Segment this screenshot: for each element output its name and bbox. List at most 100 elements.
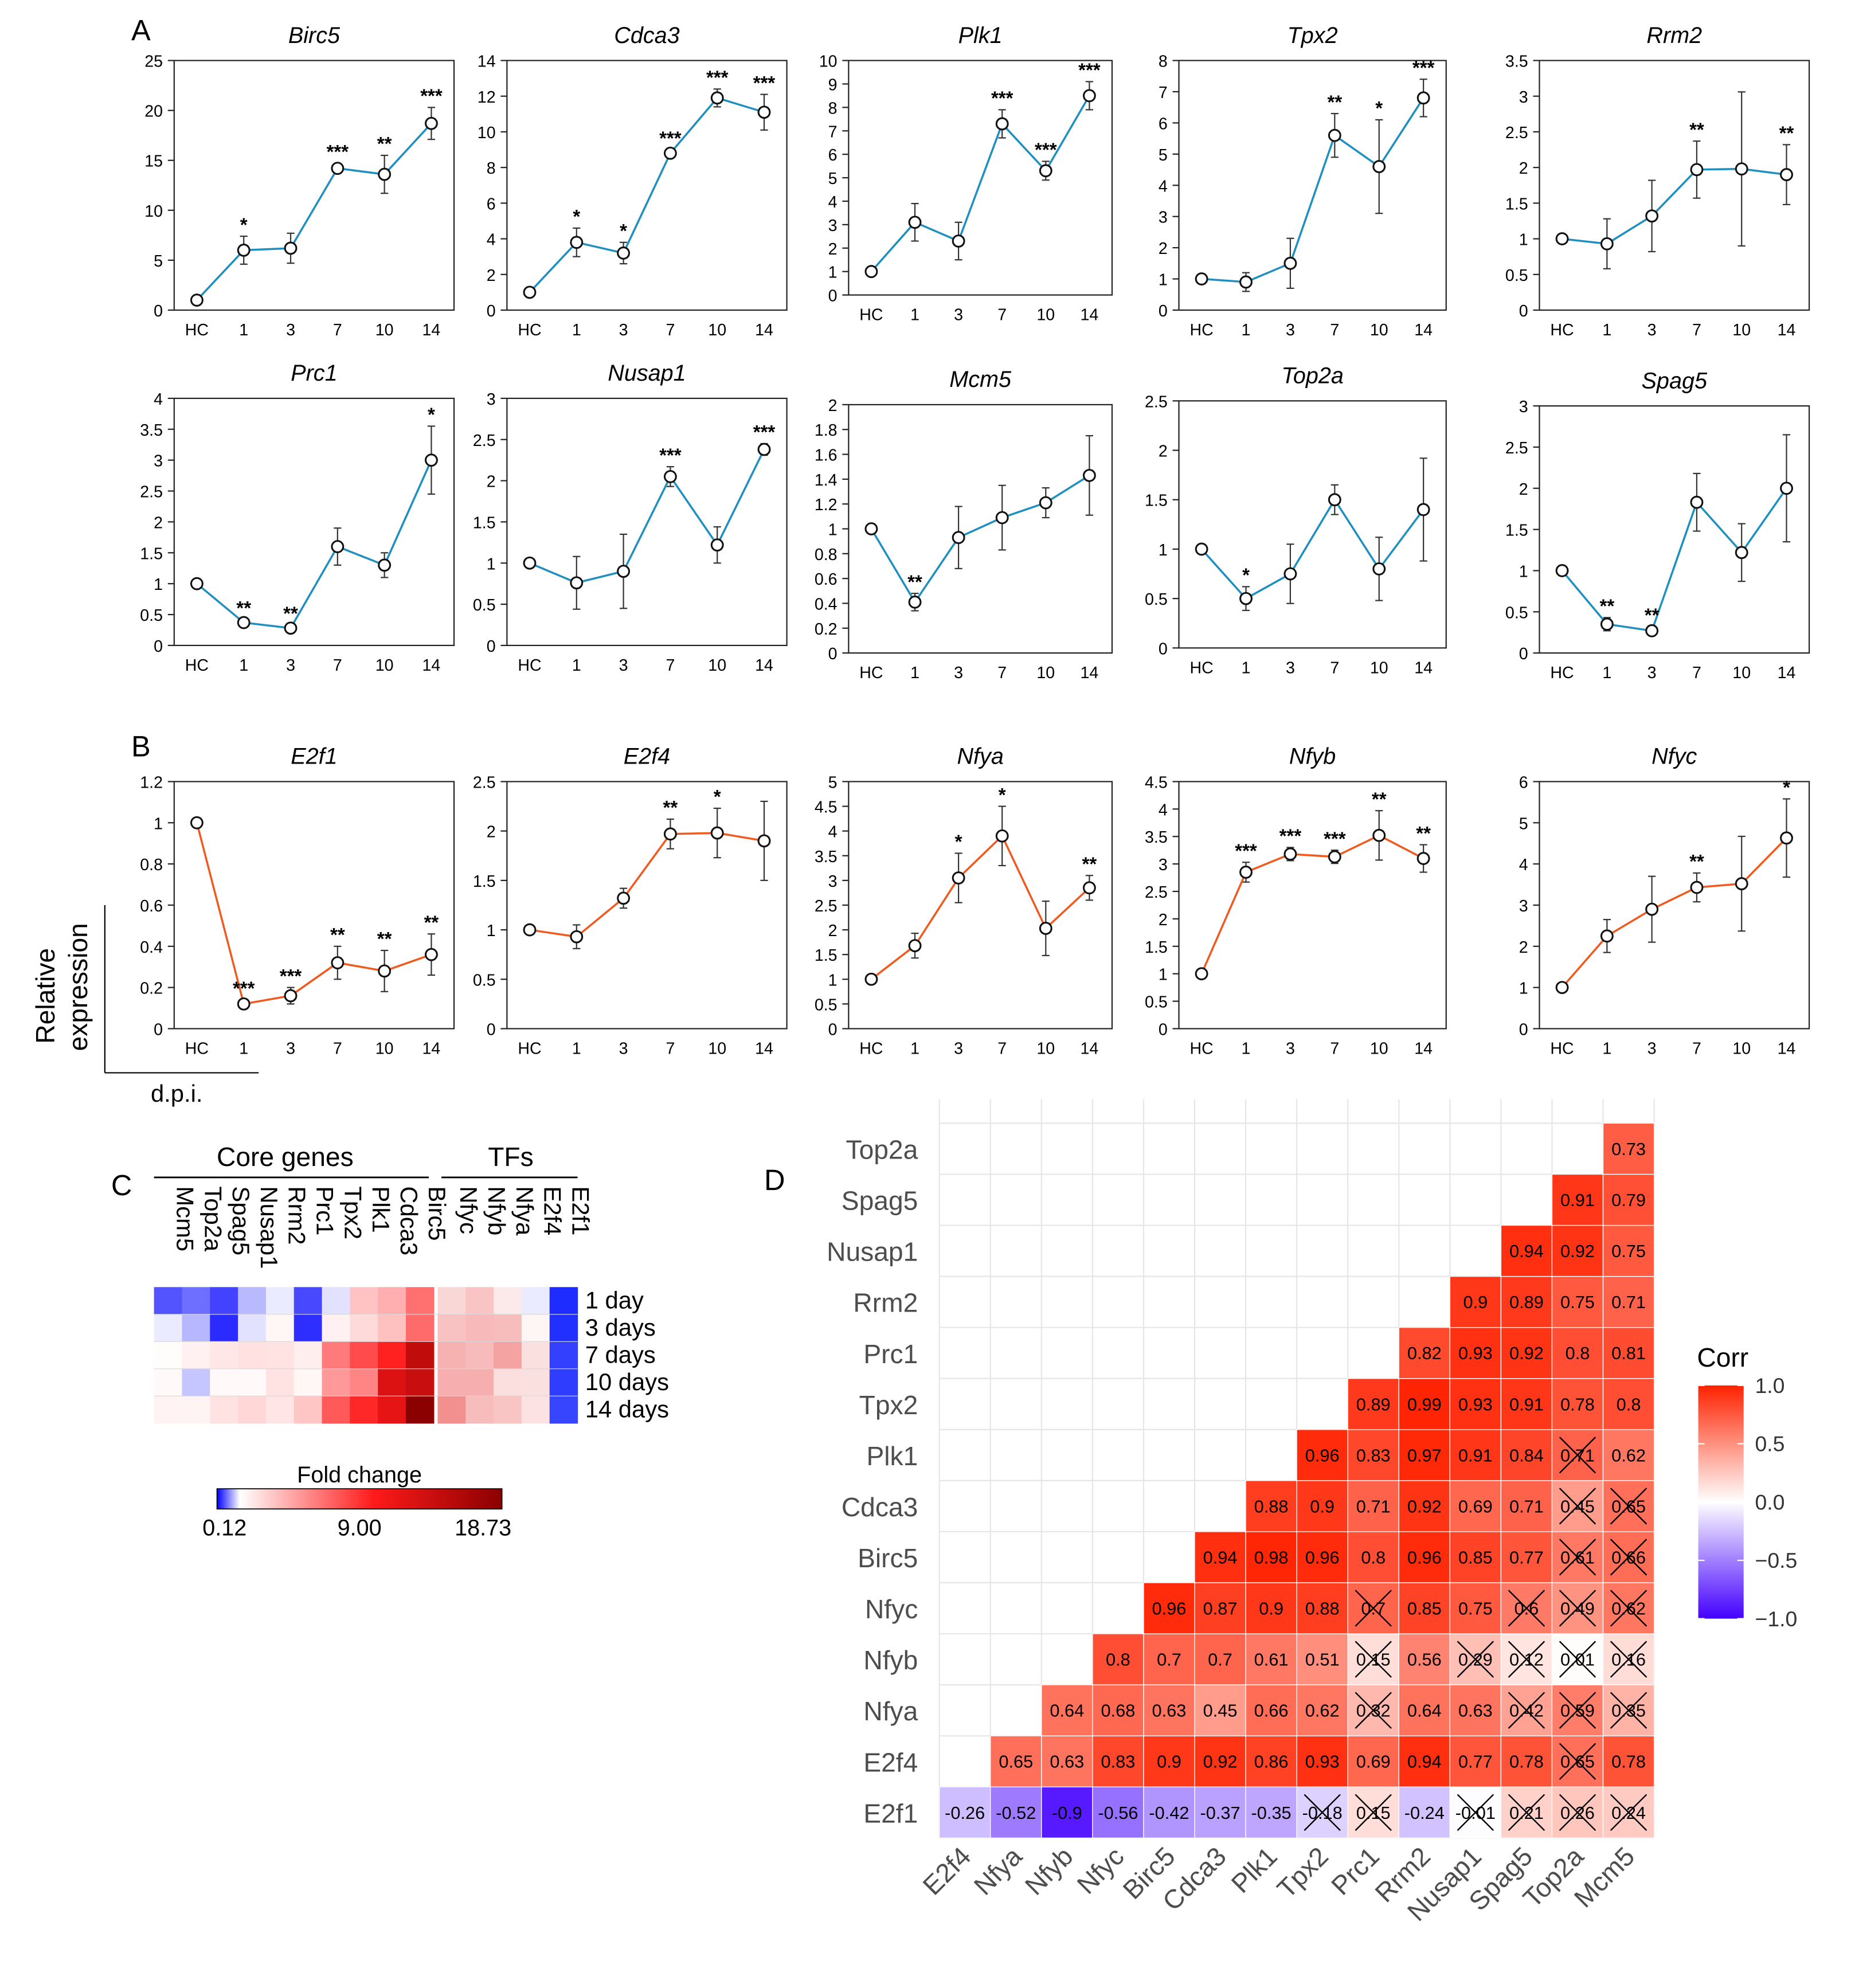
y-tick-label: 2.5	[1145, 393, 1168, 411]
data-point	[378, 167, 392, 181]
data-point	[190, 293, 204, 307]
x-tick-label: 10	[375, 1039, 394, 1058]
legend-tick-label: 0.12	[202, 1516, 246, 1541]
corr-value: 0.71	[1611, 1292, 1646, 1312]
x-tick-label: HC	[859, 1039, 883, 1058]
data-point	[864, 522, 878, 535]
nonsignificant-cross	[1559, 1743, 1596, 1780]
y-tick-label: 1.5	[1145, 492, 1168, 510]
data-point	[570, 236, 584, 249]
y-tick-label: 1.4	[815, 471, 838, 490]
data-point	[617, 565, 631, 578]
legend-title: Fold change	[297, 1462, 422, 1488]
x-tick-label: HC	[1550, 321, 1574, 339]
data-point	[1600, 237, 1614, 251]
nonsignificant-cross	[1457, 1641, 1494, 1678]
y-tick-label: 1.5	[473, 872, 496, 891]
y-tick-label: 0	[154, 302, 163, 320]
y-tick-label: 1.5	[1145, 938, 1168, 957]
y-axis-label: Spag5	[842, 1186, 918, 1216]
corr-value: -0.56	[1098, 1803, 1138, 1823]
heat-cell	[549, 1287, 578, 1315]
y-tick-label: 2.5	[473, 432, 496, 450]
corr-value: 0.98	[1254, 1547, 1289, 1567]
x-tick-label: 3	[1647, 1039, 1657, 1058]
y-tick-label: 4	[154, 390, 163, 409]
y-tick-label: 3.5	[815, 848, 838, 866]
data-point	[908, 939, 922, 953]
x-tick-label: 14	[1414, 659, 1433, 677]
data-point	[1239, 866, 1253, 879]
y-tick-label: 0	[1519, 1020, 1528, 1039]
corr-cell	[1398, 1327, 1450, 1379]
corr-value: 0.89	[1509, 1292, 1544, 1312]
corr-cell	[1449, 1582, 1502, 1634]
data-point	[757, 443, 771, 456]
data-point	[710, 91, 724, 105]
x-tick-label: 7	[1330, 1039, 1339, 1058]
data-point	[190, 577, 204, 590]
panel-c-heatmap: Core genes TFs Mcm5 Top2a Spag5 Nusap1 Rrm2 Prc…	[154, 1142, 669, 1541]
y-tick-label: 5	[828, 773, 838, 792]
data-point	[1328, 850, 1341, 864]
heat-cell	[465, 1287, 494, 1315]
corr-cell	[1245, 1480, 1297, 1532]
corr-cell	[1143, 1735, 1195, 1787]
series-line	[529, 96, 765, 293]
corr-value: 0.99	[1407, 1394, 1442, 1414]
corr-cell	[1602, 1224, 1655, 1277]
y-tick-label: 6	[1159, 115, 1168, 133]
y-tick-label: 3	[828, 217, 838, 235]
x-tick-label: 7	[997, 306, 1007, 324]
y-axis-label: E2f1	[863, 1798, 918, 1828]
ylabel-line2: expression	[63, 923, 93, 1051]
data-point	[237, 997, 251, 1011]
corr-cell	[1449, 1378, 1502, 1430]
y-tick-label: 6	[828, 146, 838, 165]
corr-value: 0.92	[1560, 1241, 1595, 1261]
heat-cell	[521, 1314, 550, 1342]
x-tick-label: 7	[666, 321, 675, 339]
corr-cell	[1602, 1378, 1655, 1430]
data-point	[237, 244, 251, 257]
significance-label: **	[1416, 823, 1431, 844]
y-tick-label: 0.5	[1505, 604, 1528, 622]
y-tick-label: 1.5	[473, 514, 496, 532]
corr-cell	[1194, 1684, 1246, 1736]
y-tick-label: 0	[1159, 640, 1168, 658]
heat-cell	[182, 1368, 210, 1396]
chart-title: Mcm5	[949, 367, 1012, 392]
y-tick-label: 0.6	[815, 570, 838, 589]
data-point	[1555, 981, 1569, 995]
heat-cell	[322, 1314, 351, 1342]
x-tick-label: 1	[1602, 321, 1611, 339]
data-point	[284, 989, 298, 1003]
x-tick-label: 7	[1692, 1039, 1701, 1058]
series-line	[1561, 487, 1787, 632]
y-tick-label: 6	[1519, 773, 1528, 792]
significance-label: **	[424, 911, 439, 933]
data-point	[1082, 468, 1096, 482]
x-tick-label: 1	[572, 1039, 581, 1058]
nonsignificant-cross	[1610, 1488, 1647, 1525]
corr-value: 0.75	[1611, 1241, 1646, 1261]
corr-value: 0.64	[1407, 1701, 1442, 1721]
corr-cell	[1602, 1275, 1655, 1328]
series-line	[1200, 498, 1425, 600]
data-point	[1416, 503, 1430, 516]
y-tick-label: 2	[828, 240, 838, 259]
x-tick-label: 1	[1602, 1039, 1611, 1058]
column-label: Prc1	[312, 1186, 339, 1235]
data-point	[663, 146, 677, 160]
corr-value: -0.35	[1251, 1803, 1292, 1823]
x-tick-label: 3	[1286, 1039, 1295, 1058]
nonsignificant-cross	[1559, 1437, 1596, 1474]
data-point	[1645, 209, 1659, 223]
significance-label: ***	[753, 72, 776, 93]
corr-value: 0.69	[1356, 1752, 1391, 1772]
heat-cell	[238, 1368, 267, 1396]
x-tick-label: HC	[518, 1039, 541, 1058]
x-tick-label: 1	[572, 656, 581, 675]
